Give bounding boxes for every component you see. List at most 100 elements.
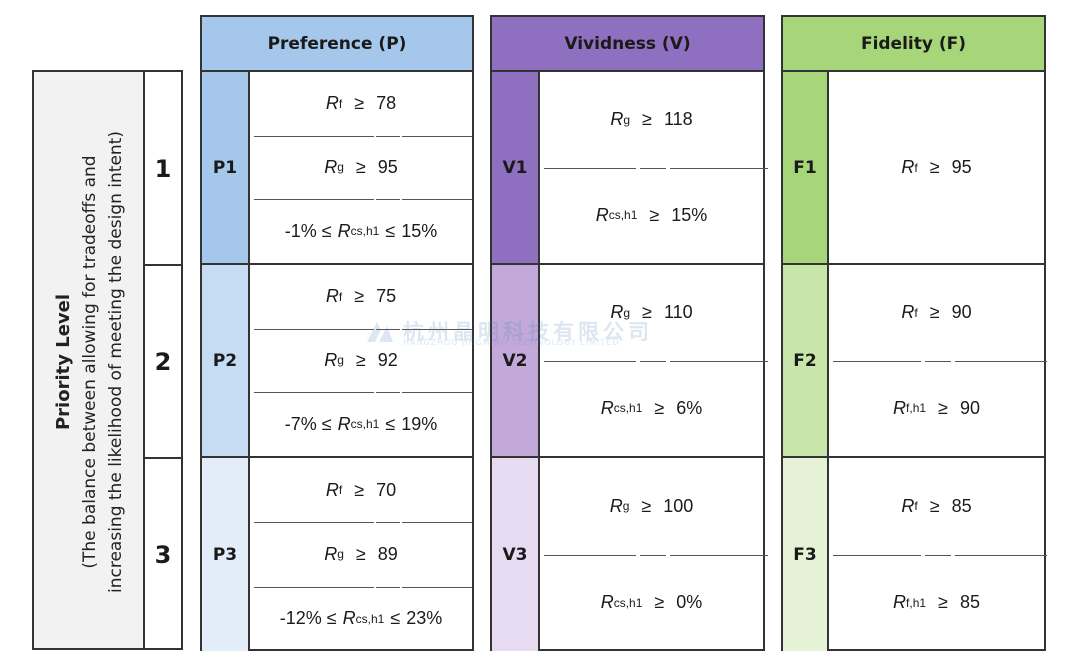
criterion-symbol: R xyxy=(901,157,915,177)
criterion-symbol: R xyxy=(595,204,609,225)
criterion-separator xyxy=(254,586,374,588)
criterion-operator: ≥ xyxy=(354,286,365,307)
criterion-separator xyxy=(376,392,400,394)
row-divider xyxy=(783,263,1044,265)
criterion-separator xyxy=(402,199,472,201)
row-divider xyxy=(492,263,763,265)
criterion-separator xyxy=(925,554,951,556)
criterion-value: 100 xyxy=(663,495,694,516)
criterion-symbol: R xyxy=(337,220,351,241)
criterion-separator xyxy=(376,199,400,201)
row-divider xyxy=(783,456,1044,458)
criterion-value: 110 xyxy=(663,302,693,323)
level-divider xyxy=(145,457,181,459)
criterion-operator: ≥ xyxy=(929,302,940,323)
criterion-symbol: R xyxy=(600,592,614,613)
criterion-value: 0% xyxy=(676,592,703,613)
priority-level-panel: Priority Level (The balance between allo… xyxy=(32,70,145,650)
criterion-separator xyxy=(402,328,472,330)
level-label-v2: V2 xyxy=(492,265,538,456)
criterion-operator: ≥ xyxy=(649,204,660,225)
priority-level-subtitle-line2: increasing the likelihood of meeting the… xyxy=(106,131,126,593)
watermark-logo-icon xyxy=(367,322,393,342)
criterion-operator: ≥ xyxy=(929,157,940,177)
criterion-value: 90 xyxy=(951,302,972,323)
criterion-subscript: cs,h1 xyxy=(350,224,380,239)
criterion-value: 78 xyxy=(376,93,397,114)
level-label-p2: P2 xyxy=(202,265,248,456)
criterion-subscript: g xyxy=(337,547,344,562)
criterion-value: 19% xyxy=(401,413,438,434)
criterion-separator xyxy=(402,392,472,394)
criterion-value: 95 xyxy=(377,156,398,177)
criterion-value: 85 xyxy=(951,495,972,516)
criterion-symbol: R xyxy=(610,302,624,323)
preference-label-column: P1 P2 P3 xyxy=(202,72,250,651)
criterion-subscript: f xyxy=(338,289,343,304)
level-number-1: 1 xyxy=(154,154,172,183)
criterion-subscript: cs,h1 xyxy=(350,417,380,432)
criterion-separator xyxy=(544,167,636,169)
level-divider xyxy=(145,264,181,266)
criterion-separator xyxy=(670,554,768,556)
criterion-symbol: R xyxy=(342,608,356,629)
criterion-separator xyxy=(376,586,400,588)
criterion-lower-bound: -1% ≤ xyxy=(284,220,332,241)
criterion-operator: ≥ xyxy=(654,397,665,418)
criterion-separator xyxy=(402,135,472,137)
priority-level-subtitle-line1: (The balance between allowing for tradeo… xyxy=(80,155,100,569)
criterion-operator: ≤ xyxy=(390,608,401,629)
criterion-subscript: f xyxy=(914,499,918,514)
fidelity-label-column: F1 F2 F3 xyxy=(783,72,829,651)
level-number-3: 3 xyxy=(154,540,172,569)
criterion-value: 75 xyxy=(376,286,397,307)
criterion-symbol: R xyxy=(325,479,339,500)
criterion-symbol: R xyxy=(325,286,339,307)
criterion-operator: ≥ xyxy=(642,302,652,323)
criterion-symbol: R xyxy=(901,495,915,516)
criterion-operator: ≥ xyxy=(354,479,365,500)
row-divider xyxy=(202,263,472,265)
fidelity-column-header: Fidelity (F) xyxy=(781,15,1046,72)
criterion-symbol: R xyxy=(893,592,907,613)
row-divider xyxy=(202,456,472,458)
criterion-subscript: g xyxy=(622,499,630,514)
criterion-separator xyxy=(254,392,374,394)
criterion-operator: ≥ xyxy=(929,495,940,516)
level-label-v1: V1 xyxy=(492,72,538,263)
criterion-separator xyxy=(254,328,374,330)
criterion-value: 118 xyxy=(663,109,693,130)
criterion-value: 89 xyxy=(377,543,398,564)
criterion-value: 15% xyxy=(671,204,708,225)
criterion-value: 85 xyxy=(959,592,980,613)
priority-level-numbers: 1 2 3 xyxy=(145,70,183,650)
preference-column-header: Preference (P) xyxy=(200,15,474,72)
criterion-operator: ≥ xyxy=(355,543,366,564)
criterion-subscript: f,h1 xyxy=(906,401,927,416)
criterion-separator xyxy=(670,167,768,169)
watermark: 杭州晶明科技有限公司 HANGZHOU JINGMING TECHNOLOGY … xyxy=(365,316,705,347)
criterion-value: 15% xyxy=(401,220,438,241)
vividness-label-column: V1 V2 V3 xyxy=(492,72,540,651)
criterion-subscript: f,h1 xyxy=(906,595,927,610)
criterion-subscript: f xyxy=(338,483,343,498)
criterion-subscript: f xyxy=(914,160,918,175)
criterion-operator: ≤ xyxy=(385,413,396,434)
criterion-separator xyxy=(376,135,400,137)
criterion-separator xyxy=(254,135,374,137)
criterion-separator xyxy=(640,167,666,169)
criterion-operator: ≥ xyxy=(642,109,652,130)
criterion-operator: ≥ xyxy=(938,397,948,418)
criterion-operator: ≥ xyxy=(938,592,948,613)
